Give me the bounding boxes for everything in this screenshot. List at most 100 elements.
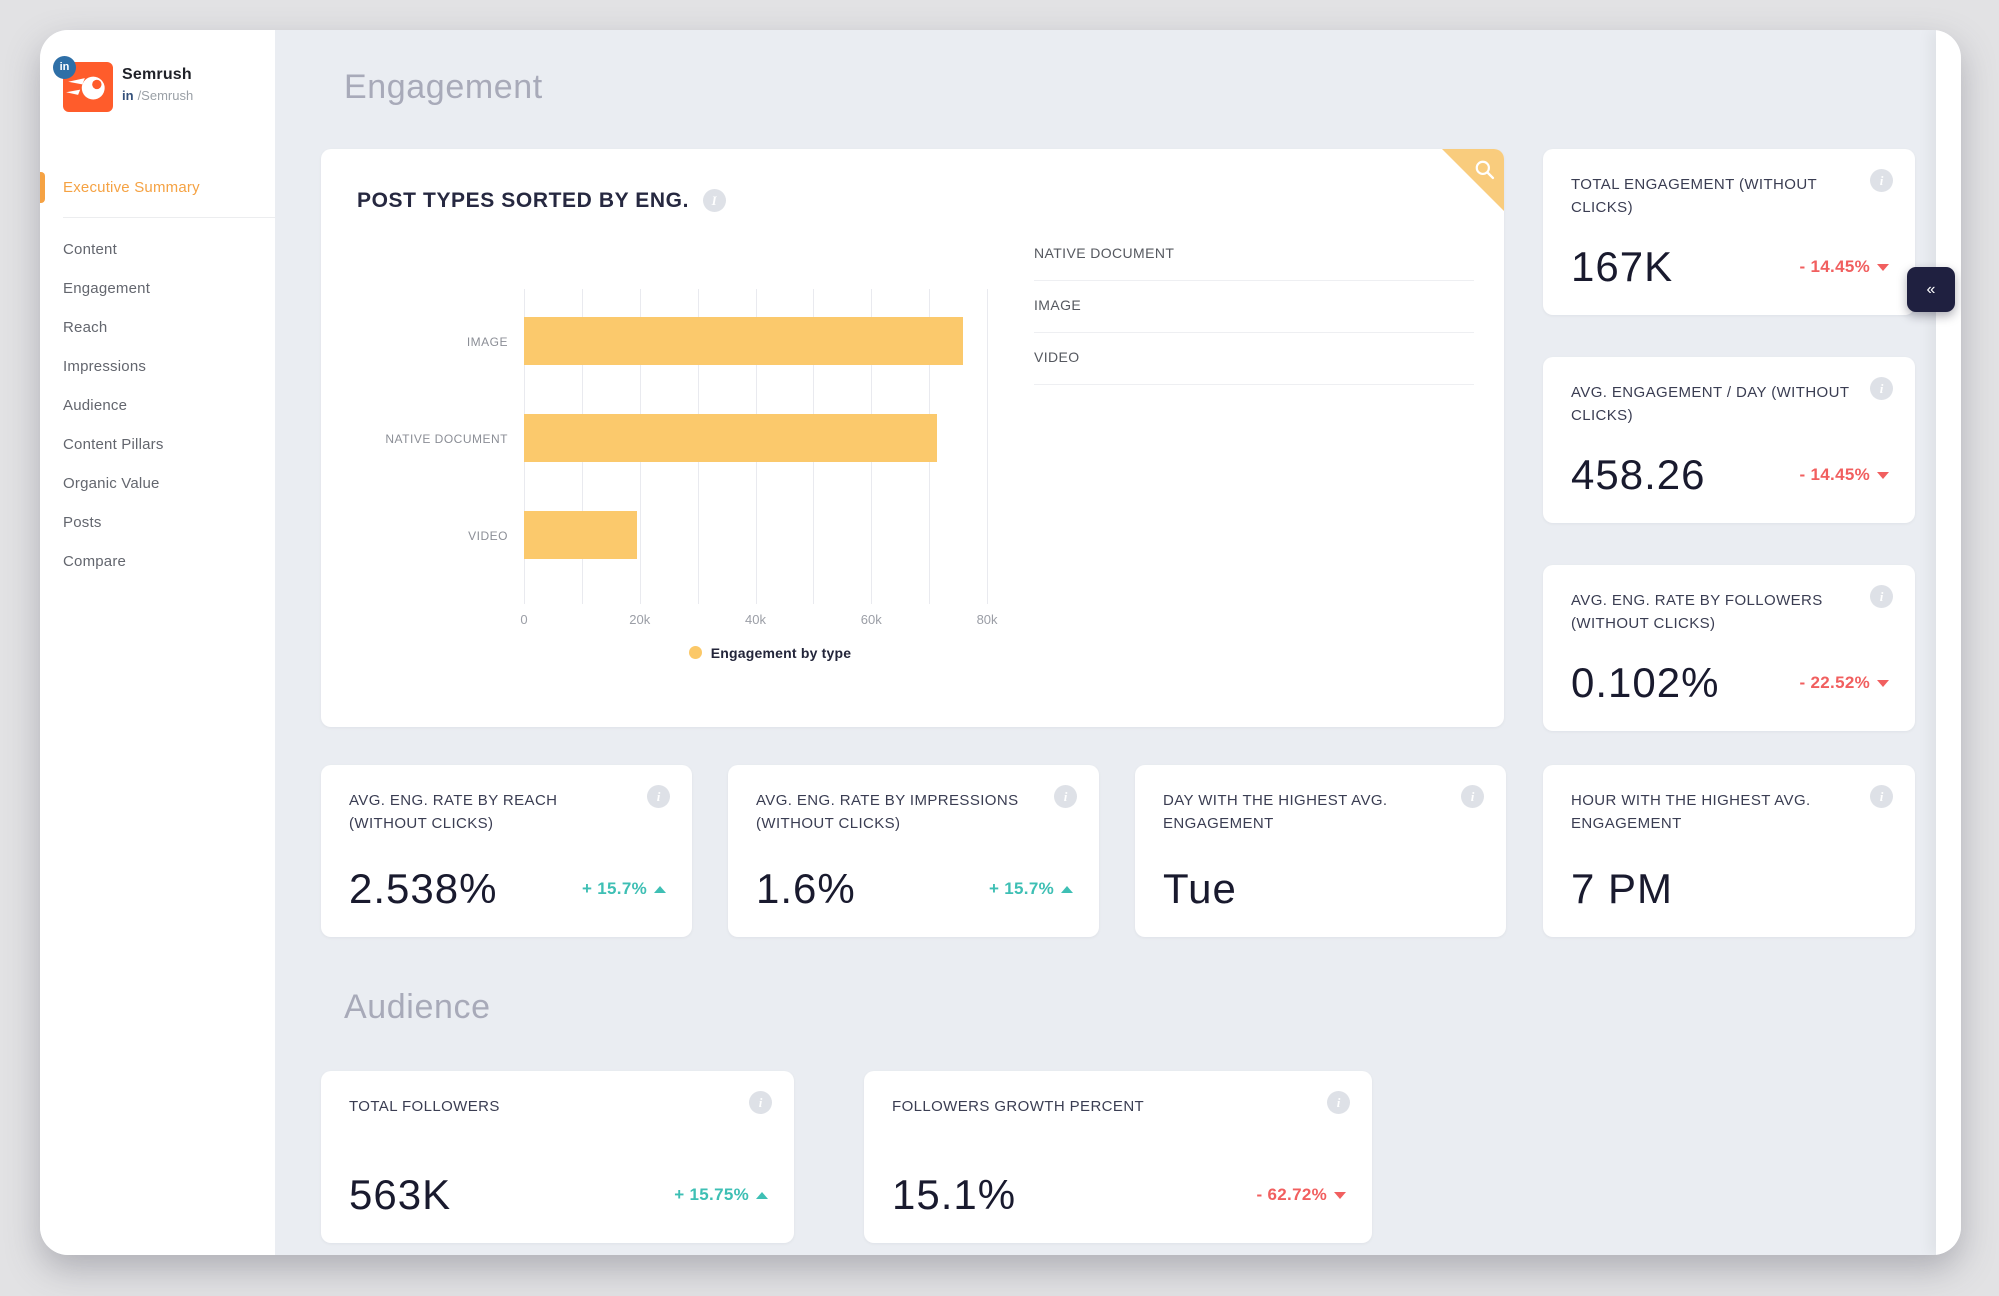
sidebar-divider [63, 217, 275, 218]
sidebar-item-audience[interactable]: Audience [63, 397, 128, 414]
kpi-label: TOTAL FOLLOWERS [349, 1098, 500, 1115]
kpi-card-eng-rate-impressions: AVG. ENG. RATE BY IMPRESSIONS (WITHOUT C… [728, 765, 1099, 937]
kpi-card-total-followers: TOTAL FOLLOWERS 563K + 15.75% [321, 1071, 794, 1243]
bar-chart-plot [524, 289, 1016, 604]
chart-title-text: POST TYPES SORTED BY ENG. [357, 189, 690, 212]
kpi-label: AVG. ENGAGEMENT / DAY (WITHOUT CLICKS) [1571, 384, 1850, 425]
chart-zoom-corner[interactable] [1442, 149, 1504, 211]
kpi-value: 1.6% [756, 865, 856, 912]
kpi-card-eng-rate-followers: AVG. ENG. RATE BY FOLLOWERS (WITHOUT CLI… [1543, 565, 1915, 731]
sidebar-item-content[interactable]: Content [63, 241, 117, 258]
magnifier-icon [1475, 160, 1495, 180]
kpi-card-avg-engagement-day: AVG. ENGAGEMENT / DAY (WITHOUT CLICKS) 4… [1543, 357, 1915, 523]
bar-video[interactable] [524, 511, 637, 559]
chart-legend: Engagement by type [524, 645, 1016, 661]
kpi-card-best-hour: HOUR WITH THE HIGHEST AVG. ENGAGEMENT 7 … [1543, 765, 1915, 937]
legend-dot-icon [688, 646, 702, 659]
post-type-list: NATIVE DOCUMENT IMAGE VIDEO [1034, 229, 1474, 385]
semrush-logo: in [53, 56, 113, 112]
profile-text: Semrush in/Semrush [122, 66, 193, 103]
chart-title: POST TYPES SORTED BY ENG. [357, 189, 727, 213]
kpi-label: FOLLOWERS GROWTH PERCENT [892, 1098, 1145, 1115]
collapse-panel-button[interactable]: « [1907, 267, 1955, 312]
kpi-label: DAY WITH THE HIGHEST AVG. ENGAGEMENT [1163, 792, 1388, 833]
kpi-change: - 14.45% [1800, 465, 1889, 485]
trend-down-icon [1334, 1191, 1346, 1199]
kpi-label: AVG. ENG. RATE BY FOLLOWERS (WITHOUT CLI… [1571, 592, 1823, 633]
kpi-change: - 14.45% [1800, 257, 1889, 277]
sidebar-item-organic-value[interactable]: Organic Value [63, 475, 160, 492]
kpi-card-best-day: DAY WITH THE HIGHEST AVG. ENGAGEMENT Tue [1135, 765, 1506, 937]
trend-up-icon [756, 1191, 768, 1199]
bar-image[interactable] [524, 317, 963, 365]
kpi-value: Tue [1163, 865, 1237, 912]
kpi-change: + 15.7% [989, 879, 1073, 899]
sidebar-item-reach[interactable]: Reach [63, 319, 108, 336]
sidebar-item-content-pillars[interactable]: Content Pillars [63, 436, 164, 453]
x-tick-label: 0 [520, 612, 528, 627]
bar-chart-categories: IMAGE NATIVE DOCUMENT VIDEO [351, 289, 516, 604]
info-icon[interactable] [1870, 585, 1893, 608]
info-icon[interactable] [749, 1091, 772, 1114]
trend-up-icon [654, 885, 666, 893]
profile-handle: in/Semrush [122, 88, 193, 103]
list-item[interactable]: NATIVE DOCUMENT [1034, 229, 1474, 281]
kpi-value: 563K [349, 1171, 452, 1218]
kpi-label: HOUR WITH THE HIGHEST AVG. ENGAGEMENT [1571, 792, 1811, 833]
kpi-change: + 15.75% [674, 1185, 768, 1205]
sidebar-item-compare[interactable]: Compare [63, 553, 127, 570]
kpi-label: AVG. ENG. RATE BY IMPRESSIONS (WITHOUT C… [756, 792, 1019, 833]
linkedin-badge-icon: in [53, 56, 76, 79]
bar-native-document[interactable] [524, 414, 938, 462]
sidebar: in Semrush in/Semrush Executive Summary … [40, 30, 275, 1255]
info-icon[interactable] [1870, 785, 1893, 808]
kpi-value: 2.538% [349, 865, 498, 912]
trend-down-icon [1877, 471, 1889, 479]
x-tick-label: 80k [976, 612, 998, 627]
kpi-value: 167K [1571, 243, 1674, 290]
x-tick-label: 60k [860, 612, 882, 627]
x-tick-label: 20k [629, 612, 651, 627]
network-label: in [122, 88, 134, 103]
kpi-card-eng-rate-reach: AVG. ENG. RATE BY REACH (WITHOUT CLICKS)… [321, 765, 692, 937]
category-label: NATIVE DOCUMENT [385, 432, 508, 446]
sidebar-item-engagement[interactable]: Engagement [63, 280, 151, 297]
x-tick-label: 40k [745, 612, 766, 627]
info-icon[interactable] [1327, 1091, 1350, 1114]
trend-down-icon [1877, 263, 1889, 271]
audience-section-title: Audience [344, 988, 491, 1026]
list-item[interactable]: IMAGE [1034, 281, 1474, 333]
kpi-change: - 62.72% [1257, 1185, 1346, 1205]
kpi-value: 7 PM [1571, 865, 1674, 912]
sidebar-item-impressions[interactable]: Impressions [63, 358, 147, 375]
trend-down-icon [1877, 679, 1889, 687]
brand-name: Semrush [122, 66, 192, 83]
info-icon[interactable] [647, 785, 670, 808]
kpi-label: TOTAL ENGAGEMENT (WITHOUT CLICKS) [1571, 176, 1817, 217]
legend-label: Engagement by type [710, 645, 852, 661]
sidebar-item-executive-summary[interactable]: Executive Summary [40, 168, 275, 207]
bar-chart-xticks: 0 20k 40k 60k 80k [520, 612, 1016, 630]
semrush-logo-icon [66, 76, 105, 100]
kpi-change: + 15.7% [582, 879, 666, 899]
kpi-value: 458.26 [1571, 451, 1706, 498]
category-label: VIDEO [468, 529, 508, 543]
kpi-value: 0.102% [1571, 659, 1720, 706]
sidebar-item-posts[interactable]: Posts [63, 514, 102, 531]
kpi-value: 15.1% [892, 1171, 1017, 1218]
info-icon[interactable] [703, 189, 727, 212]
gridline [987, 289, 989, 604]
info-icon[interactable] [1870, 377, 1893, 400]
kpi-label: AVG. ENG. RATE BY REACH (WITHOUT CLICKS) [349, 792, 558, 833]
list-item[interactable]: VIDEO [1034, 333, 1474, 385]
app-window: in Semrush in/Semrush Executive Summary … [40, 30, 1961, 1255]
info-icon[interactable] [1054, 785, 1077, 808]
info-icon[interactable] [1461, 785, 1484, 808]
info-icon[interactable] [1870, 169, 1893, 192]
collapsed-right-panel[interactable] [1936, 30, 1961, 1255]
handle-text: /Semrush [137, 88, 194, 103]
sidebar-nav: Executive Summary Content Engagement Rea… [40, 168, 275, 581]
kpi-card-followers-growth: FOLLOWERS GROWTH PERCENT 15.1% - 62.72% [864, 1071, 1372, 1243]
kpi-change: - 22.52% [1800, 673, 1889, 693]
